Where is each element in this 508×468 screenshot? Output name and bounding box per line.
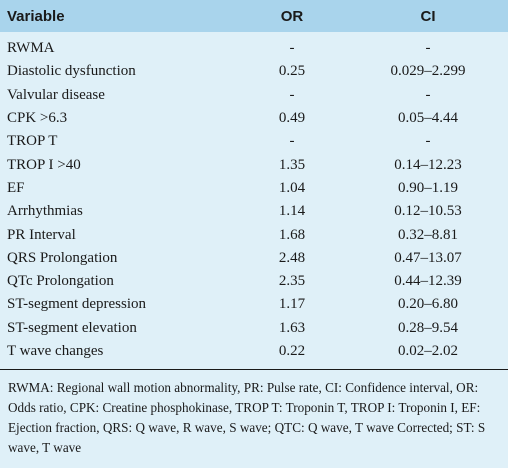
cell-or: 0.49 bbox=[278, 110, 306, 127]
table-divider bbox=[0, 369, 508, 371]
header-or: OR bbox=[280, 7, 304, 25]
table-row: EF 1.04 0.90–1.19 bbox=[0, 177, 508, 200]
cell-or: 0.22 bbox=[278, 343, 306, 359]
table-row: PR Interval 1.68 0.32–8.81 bbox=[0, 223, 508, 246]
cell-variable: QTc Prolongation bbox=[7, 273, 114, 290]
table-row: Arrhythmias 1.14 0.12–10.53 bbox=[0, 200, 508, 223]
cell-ci: - bbox=[425, 86, 431, 103]
table-row: Valvular disease - - bbox=[0, 84, 508, 107]
header-variable: Variable bbox=[7, 7, 65, 25]
cell-variable: Diastolic dysfunction bbox=[7, 63, 136, 80]
cell-ci: 0.05–4.44 bbox=[398, 110, 458, 127]
cell-or: 1.04 bbox=[278, 179, 306, 196]
cell-variable: TROP T bbox=[7, 133, 58, 150]
cell-variable: TROP I >40 bbox=[7, 156, 81, 173]
table-row: T wave changes 0.22 0.02–2.02 bbox=[0, 340, 508, 363]
cell-or: 1.68 bbox=[278, 226, 306, 243]
cell-or: - bbox=[289, 86, 295, 103]
cell-variable: Arrhythmias bbox=[7, 203, 83, 220]
cell-ci: 0.029–2.299 bbox=[390, 63, 466, 80]
cell-variable: T wave changes bbox=[7, 343, 104, 359]
cell-variable: CPK >6.3 bbox=[7, 110, 68, 127]
cell-or: 1.35 bbox=[278, 156, 306, 173]
table-row: QRS Prolongation 2.48 0.47–13.07 bbox=[0, 247, 508, 270]
table-row: Diastolic dysfunction 0.25 0.029–2.299 bbox=[0, 60, 508, 83]
table-row: TROP T - - bbox=[0, 130, 508, 153]
table-header-row: Variable OR CI bbox=[0, 0, 508, 32]
cell-ci: 0.20–6.80 bbox=[398, 296, 458, 313]
cell-or: - bbox=[289, 133, 295, 150]
cell-ci: 0.90–1.19 bbox=[398, 179, 458, 196]
cell-variable: ST-segment depression bbox=[7, 296, 147, 313]
cell-ci: 0.02–2.02 bbox=[398, 343, 458, 359]
cell-or: 1.14 bbox=[278, 203, 306, 220]
cell-or: 2.35 bbox=[278, 273, 306, 290]
header-ci: CI bbox=[420, 7, 436, 25]
cell-or: 0.25 bbox=[278, 63, 306, 80]
cell-ci: - bbox=[425, 40, 431, 57]
cell-ci: - bbox=[425, 133, 431, 150]
table-row: RWMA - - bbox=[0, 37, 508, 60]
cell-or: 2.48 bbox=[278, 249, 306, 266]
cell-variable: PR Interval bbox=[7, 226, 76, 243]
cell-ci: 0.32–8.81 bbox=[398, 226, 458, 243]
cell-or: - bbox=[289, 40, 295, 57]
cell-ci: 0.44–12.39 bbox=[394, 273, 462, 290]
table-row: QTc Prolongation 2.35 0.44–12.39 bbox=[0, 270, 508, 293]
cell-or: 1.63 bbox=[278, 319, 306, 336]
cell-ci: 0.14–12.23 bbox=[394, 156, 462, 173]
table-row: ST-segment elevation 1.63 0.28–9.54 bbox=[0, 317, 508, 340]
cell-variable: EF bbox=[7, 179, 25, 196]
cell-ci: 0.12–10.53 bbox=[394, 203, 462, 220]
cell-variable: RWMA bbox=[7, 40, 55, 57]
table-body: RWMA - - Diastolic dysfunction 0.25 0.029–2.2… bbox=[0, 32, 508, 369]
cell-variable: ST-segment elevation bbox=[7, 319, 137, 336]
cell-variable: Valvular disease bbox=[7, 86, 105, 103]
cell-ci: 0.28–9.54 bbox=[398, 319, 458, 336]
cell-variable: QRS Prolongation bbox=[7, 249, 118, 266]
table-footnote: RWMA: Regional wall motion abnormality, … bbox=[8, 380, 486, 456]
cell-ci: 0.47–13.07 bbox=[394, 249, 462, 266]
table-row: TROP I >40 1.35 0.14–12.23 bbox=[0, 153, 508, 176]
table-row: CPK >6.3 0.49 0.05–4.44 bbox=[0, 107, 508, 130]
cell-or: 1.17 bbox=[278, 296, 306, 313]
table-row: ST-segment depression 1.17 0.20–6.80 bbox=[0, 293, 508, 316]
